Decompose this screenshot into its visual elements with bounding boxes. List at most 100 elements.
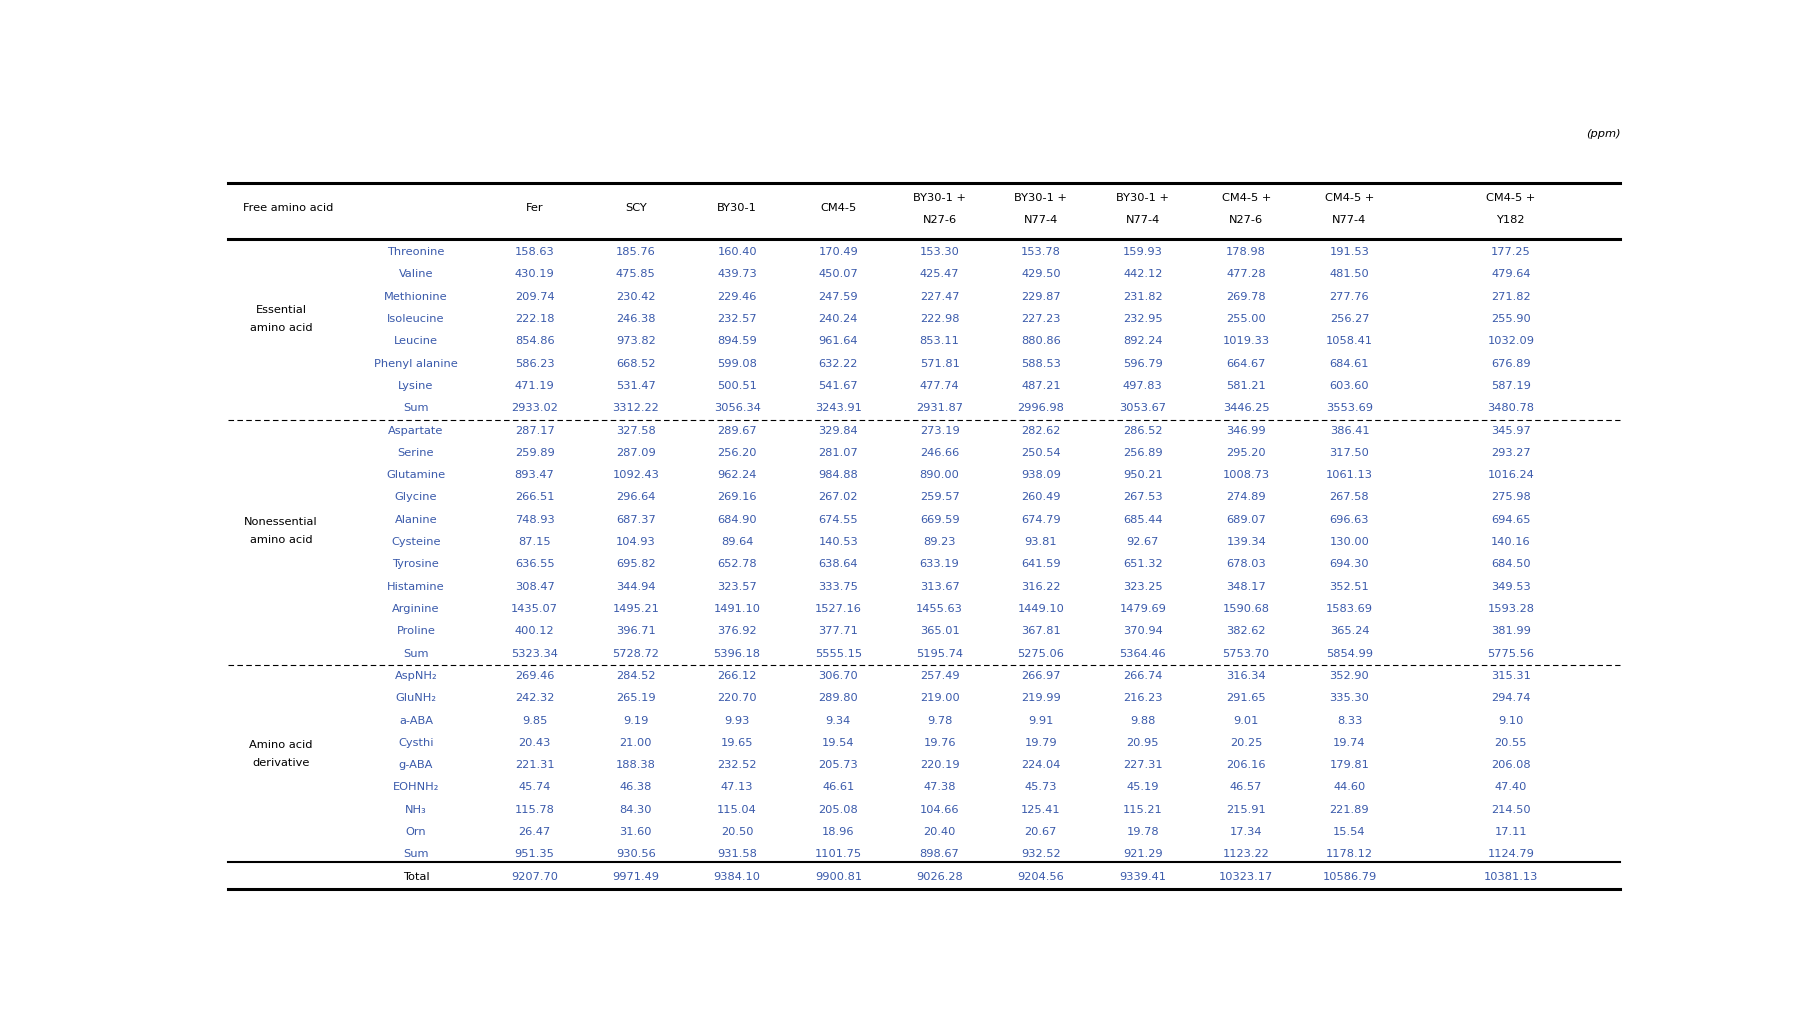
Text: 291.65: 291.65 [1227, 693, 1267, 703]
Text: 497.83: 497.83 [1123, 380, 1162, 390]
Text: 346.99: 346.99 [1227, 426, 1267, 435]
Text: 1061.13: 1061.13 [1326, 470, 1373, 479]
Text: Sum: Sum [404, 402, 429, 412]
Text: 684.50: 684.50 [1490, 559, 1530, 569]
Text: N27-6: N27-6 [1229, 214, 1263, 224]
Text: 45.19: 45.19 [1126, 782, 1159, 792]
Text: 9.93: 9.93 [724, 715, 750, 725]
Text: 294.74: 294.74 [1490, 693, 1530, 703]
Text: 329.84: 329.84 [818, 426, 858, 435]
Text: 1123.22: 1123.22 [1224, 848, 1269, 858]
Text: Free amino acid: Free amino acid [243, 203, 333, 212]
Text: Cysteine: Cysteine [391, 537, 441, 547]
Text: 219.99: 219.99 [1022, 693, 1061, 703]
Text: Leucine: Leucine [395, 336, 438, 346]
Text: 641.59: 641.59 [1022, 559, 1061, 569]
Text: 250.54: 250.54 [1022, 448, 1061, 457]
Text: 1008.73: 1008.73 [1222, 470, 1270, 479]
Text: 84.30: 84.30 [620, 804, 652, 814]
Text: 588.53: 588.53 [1022, 358, 1061, 368]
Text: 140.53: 140.53 [818, 537, 858, 547]
Text: 396.71: 396.71 [616, 626, 656, 636]
Text: EOHNH₂: EOHNH₂ [393, 782, 440, 792]
Text: 256.89: 256.89 [1123, 448, 1162, 457]
Text: 9.91: 9.91 [1029, 715, 1054, 725]
Text: 898.67: 898.67 [919, 848, 959, 858]
Text: Essential: Essential [256, 305, 306, 315]
Text: 224.04: 224.04 [1022, 759, 1061, 769]
Text: 92.67: 92.67 [1126, 537, 1159, 547]
Text: 386.41: 386.41 [1330, 426, 1370, 435]
Text: 1092.43: 1092.43 [613, 470, 660, 479]
Text: 275.98: 275.98 [1490, 492, 1530, 502]
Text: 266.51: 266.51 [515, 492, 555, 502]
Text: 9.78: 9.78 [926, 715, 951, 725]
Text: 159.93: 159.93 [1123, 247, 1162, 257]
Text: 266.74: 266.74 [1123, 670, 1162, 680]
Text: Isoleucine: Isoleucine [387, 313, 445, 324]
Text: 581.21: 581.21 [1225, 380, 1267, 390]
Text: 3053.67: 3053.67 [1119, 402, 1166, 412]
Text: 1455.63: 1455.63 [915, 604, 962, 614]
Text: 3312.22: 3312.22 [613, 402, 660, 412]
Text: 893.47: 893.47 [515, 470, 555, 479]
Text: 430.19: 430.19 [515, 269, 555, 279]
Text: 1019.33: 1019.33 [1222, 336, 1270, 346]
Text: 240.24: 240.24 [818, 313, 858, 324]
Text: 345.97: 345.97 [1490, 426, 1530, 435]
Text: 255.90: 255.90 [1490, 313, 1530, 324]
Text: 46.61: 46.61 [822, 782, 854, 792]
Text: 676.89: 676.89 [1490, 358, 1530, 368]
Text: 26.47: 26.47 [519, 826, 551, 836]
Text: 1101.75: 1101.75 [815, 848, 861, 858]
Text: 31.60: 31.60 [620, 826, 652, 836]
Text: 269.16: 269.16 [717, 492, 757, 502]
Text: 531.47: 531.47 [616, 380, 656, 390]
Text: (ppm): (ppm) [1586, 129, 1620, 140]
Text: 20.43: 20.43 [519, 737, 551, 747]
Text: 370.94: 370.94 [1123, 626, 1162, 636]
Text: 696.63: 696.63 [1330, 515, 1370, 525]
Text: 216.23: 216.23 [1123, 693, 1162, 703]
Text: 227.31: 227.31 [1123, 759, 1162, 769]
Text: Amino acid: Amino acid [249, 740, 314, 749]
Text: 153.30: 153.30 [919, 247, 959, 257]
Text: 256.20: 256.20 [717, 448, 757, 457]
Text: SCY: SCY [625, 203, 647, 212]
Text: 19.74: 19.74 [1333, 737, 1366, 747]
Text: 400.12: 400.12 [515, 626, 555, 636]
Text: 227.23: 227.23 [1022, 313, 1061, 324]
Text: 308.47: 308.47 [515, 581, 555, 591]
Text: 2931.87: 2931.87 [915, 402, 962, 412]
Text: Serine: Serine [398, 448, 434, 457]
Text: Glutamine: Glutamine [386, 470, 445, 479]
Text: 47.13: 47.13 [721, 782, 753, 792]
Text: 89.23: 89.23 [923, 537, 955, 547]
Text: 267.02: 267.02 [818, 492, 858, 502]
Text: 17.34: 17.34 [1231, 826, 1263, 836]
Text: BY30-1: BY30-1 [717, 203, 757, 212]
Text: 287.09: 287.09 [616, 448, 656, 457]
Text: 674.55: 674.55 [818, 515, 858, 525]
Text: Cysthi: Cysthi [398, 737, 434, 747]
Text: 19.76: 19.76 [923, 737, 955, 747]
Text: 930.56: 930.56 [616, 848, 656, 858]
Text: 315.31: 315.31 [1490, 670, 1530, 680]
Text: 541.67: 541.67 [818, 380, 858, 390]
Text: 209.74: 209.74 [515, 291, 555, 301]
Text: 293.27: 293.27 [1490, 448, 1530, 457]
Text: 961.64: 961.64 [818, 336, 858, 346]
Text: 684.61: 684.61 [1330, 358, 1370, 368]
Text: 352.51: 352.51 [1330, 581, 1370, 591]
Text: 3446.25: 3446.25 [1224, 402, 1269, 412]
Text: 19.65: 19.65 [721, 737, 753, 747]
Text: 45.73: 45.73 [1025, 782, 1058, 792]
Text: 748.93: 748.93 [515, 515, 555, 525]
Text: 5555.15: 5555.15 [815, 648, 861, 658]
Text: 139.34: 139.34 [1225, 537, 1267, 547]
Text: 636.55: 636.55 [515, 559, 555, 569]
Text: 1124.79: 1124.79 [1487, 848, 1534, 858]
Text: 382.62: 382.62 [1227, 626, 1265, 636]
Text: 1593.28: 1593.28 [1487, 604, 1534, 614]
Text: 229.46: 229.46 [717, 291, 757, 301]
